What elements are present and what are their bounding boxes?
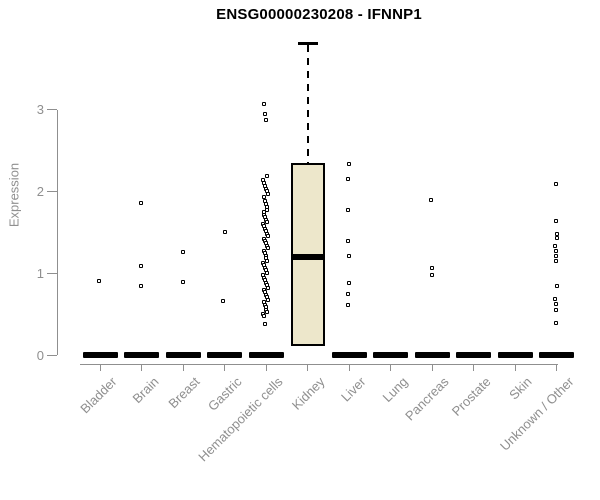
- zero-bar: [497, 352, 533, 358]
- x-tick-label: Gastric: [204, 374, 245, 414]
- data-point: [554, 320, 559, 325]
- data-point: [265, 207, 270, 212]
- y-tick-label: 2: [36, 184, 44, 200]
- data-point: [347, 281, 352, 286]
- zero-bar: [539, 352, 574, 358]
- data-point: [222, 229, 227, 234]
- data-point: [429, 265, 434, 270]
- data-point: [265, 258, 270, 263]
- x-tick-label: Brain: [129, 374, 162, 407]
- x-axis-tick: [514, 364, 516, 371]
- x-axis-tick: [556, 364, 557, 371]
- zero-bar: [124, 352, 159, 358]
- y-axis-tick: [47, 354, 57, 356]
- data-point: [139, 283, 144, 288]
- data-point: [262, 101, 267, 106]
- y-tick-label: 0: [36, 347, 44, 363]
- x-tick-label: Skin: [506, 374, 535, 403]
- zero-bar: [331, 352, 367, 358]
- x-tick-label: Bladder: [77, 374, 120, 417]
- y-axis-tick: [47, 109, 57, 111]
- x-tick-label: Pancreas: [402, 374, 452, 424]
- data-point: [139, 264, 143, 269]
- x-tick-label: Prostate: [448, 374, 494, 419]
- y-tick-label: 1: [36, 265, 44, 281]
- x-tick-label: Breast: [165, 374, 203, 412]
- data-point: [346, 238, 351, 243]
- zero-bar: [456, 352, 491, 358]
- data-point: [345, 292, 350, 297]
- data-point: [263, 322, 268, 327]
- zero-bar: [248, 352, 284, 358]
- data-point: [553, 181, 558, 186]
- data-point: [221, 298, 226, 303]
- x-axis-tick: [224, 364, 225, 371]
- data-point: [345, 176, 350, 181]
- x-tick-label: Kidney: [288, 374, 328, 413]
- data-point: [264, 174, 269, 179]
- data-point: [553, 301, 558, 306]
- x-axis-tick: [99, 364, 101, 371]
- data-point: [345, 207, 350, 212]
- data-point: [554, 235, 559, 240]
- zero-bar: [207, 352, 242, 358]
- x-tick-label: Lung: [379, 374, 411, 406]
- data-point: [347, 162, 352, 167]
- data-point: [265, 285, 270, 290]
- data-point: [265, 191, 270, 196]
- data-point: [554, 258, 559, 263]
- data-point: [265, 270, 270, 275]
- x-axis-tick: [265, 364, 267, 371]
- data-point: [345, 303, 350, 308]
- box-whisker: [306, 45, 309, 164]
- x-axis-tick: [307, 364, 308, 371]
- data-point: [429, 198, 434, 203]
- chart-title: ENSG00000230208 - IFNNP1: [216, 6, 422, 23]
- data-point: [553, 243, 558, 248]
- data-point: [554, 307, 558, 312]
- box-whisker-cap: [297, 42, 318, 46]
- data-point: [554, 283, 559, 288]
- zero-bar: [373, 352, 408, 358]
- x-axis-tick: [348, 364, 350, 371]
- x-axis-tick: [182, 364, 184, 371]
- zero-bar: [165, 352, 201, 358]
- data-point: [180, 250, 185, 255]
- y-axis-tick: [47, 272, 57, 274]
- y-axis-tick: [47, 191, 57, 193]
- zero-bar: [414, 352, 450, 358]
- data-point: [430, 273, 435, 278]
- data-point: [181, 279, 186, 284]
- data-point: [265, 297, 270, 302]
- data-point: [264, 118, 269, 123]
- data-point: [138, 201, 143, 206]
- data-point: [553, 248, 558, 253]
- x-axis-tick: [390, 364, 391, 371]
- x-axis-tick: [473, 364, 474, 371]
- data-point: [261, 194, 266, 199]
- data-point: [265, 310, 270, 315]
- data-point: [262, 314, 267, 319]
- x-axis-line: [79, 364, 558, 365]
- data-point: [554, 218, 559, 223]
- x-tick-label: Unknown / Other: [496, 374, 577, 454]
- x-tick-label: Liver: [338, 374, 369, 405]
- data-point: [554, 253, 559, 258]
- y-tick-label: 3: [36, 102, 44, 118]
- x-axis-tick: [431, 364, 433, 371]
- data-point: [553, 296, 558, 301]
- data-point: [265, 234, 270, 239]
- y-axis-line: [57, 110, 58, 355]
- x-axis-tick: [141, 364, 142, 371]
- data-point: [263, 111, 268, 116]
- data-point: [265, 220, 270, 225]
- data-point: [346, 253, 351, 258]
- box-median: [290, 253, 325, 260]
- data-point: [265, 246, 270, 251]
- zero-bar: [82, 352, 118, 358]
- data-point: [96, 278, 101, 283]
